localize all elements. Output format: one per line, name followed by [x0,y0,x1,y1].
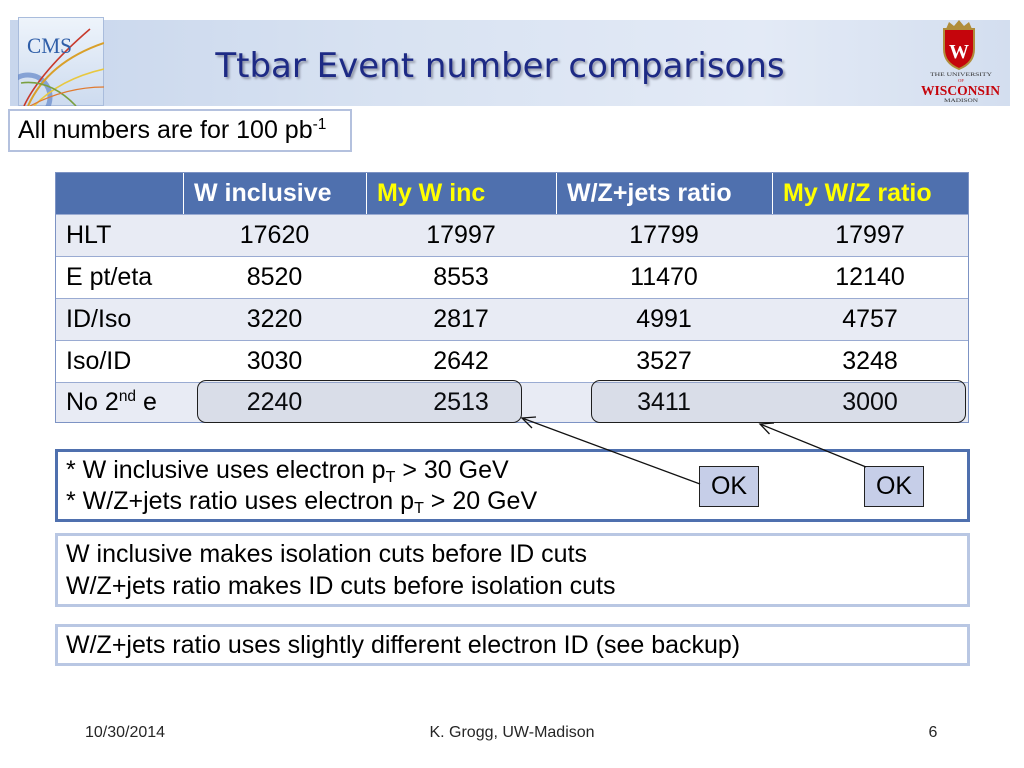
subscript: T [414,500,424,518]
uw-logo-line1: THE UNIVERSITY [930,72,992,78]
slide-title: Ttbar Event number comparisons [215,46,785,86]
cut-order-line-1: W inclusive makes isolation cuts before … [66,540,588,568]
electron-id-box: W/Z+jets ratio uses slightly different e… [55,624,970,666]
column-header-wz-jets-ratio: W/Z+jets ratio [556,173,772,214]
row-label-text: No 2 [66,388,119,416]
table-corner-cell [56,173,183,214]
table-cell: 17997 [835,221,905,249]
pt-cuts-box: * W inclusive uses electron pT > 30 GeV … [55,449,970,522]
table-cell: 3220 [246,305,303,333]
column-header-my-wz-ratio: My W/Z ratio [772,173,968,214]
table-header-row: W inclusive My W inc W/Z+jets ratio My W… [56,173,968,214]
table-row: ID/Iso 3220 2817 4991 4757 [56,298,968,340]
column-header-my-w-inc: My W inc [366,173,556,214]
uw-logo-line2: OF [958,78,964,83]
table-cell: 4991 [636,305,692,333]
table-cell: 12140 [835,263,905,291]
header-band [10,20,1010,106]
crest-letter: W [949,41,969,63]
table-cell: 3000 [842,388,898,416]
crown-icon [946,20,972,29]
table-cell: 8553 [433,263,489,291]
line-text: * W/Z+jets ratio uses electron p [66,487,415,515]
electron-id-text: W/Z+jets ratio uses slightly different e… [66,631,741,659]
table-cell: 2817 [433,305,489,333]
line-text: * W inclusive uses electron p [66,456,386,484]
crest-shield-icon [943,28,975,71]
table-row: HLT 17620 17997 17799 17997 [56,214,968,256]
row-label: No 2nd e [56,383,183,422]
row-label-tail: e [136,388,157,416]
table-row: E pt/eta 8520 8553 11470 12140 [56,256,968,298]
pt-cut-line-1: * W inclusive uses electron pT > 30 GeV [66,455,967,486]
row-label: Iso/ID [66,347,132,375]
footer-page-number: 6 [928,724,938,741]
column-header-w-inclusive: W inclusive [183,173,366,214]
note-superscript: -1 [312,116,327,134]
table-cell: 11470 [630,263,698,291]
footer-date: 10/30/2014 [85,724,166,741]
table-cell: 17620 [239,221,310,249]
table-cell: 3248 [842,347,898,375]
row-label: E pt/eta [66,263,153,291]
table-cell: 17799 [629,221,699,249]
row-label: HLT [66,221,112,249]
uw-madison-logo: W THE UNIVERSITY OF WISCONSIN MADISON [921,20,1000,104]
row-label: ID/Iso [66,305,132,333]
uw-logo-line3: WISCONSIN [921,84,1000,99]
table-cell: 3411 [637,388,691,416]
table-cell: 17997 [426,221,496,249]
table-cell: 4757 [842,305,898,333]
table-cell: 3527 [636,347,692,375]
cms-logo: CMS [18,17,104,106]
row-label-superscript: nd [118,388,137,406]
footer-author: K. Grogg, UW-Madison [429,724,595,741]
cut-order-line-2: W/Z+jets ratio makes ID cuts before isol… [66,572,616,600]
uw-logo-line4: MADISON [944,99,979,104]
subscript: T [385,469,396,487]
ok-label-2: OK [864,466,924,507]
ok-label-1: OK [699,466,759,507]
table-cell: 3030 [246,347,303,375]
cut-order-box: W inclusive makes isolation cuts before … [55,533,970,607]
table-cell: 8520 [246,263,303,291]
cms-logo-text: CMS [27,33,72,58]
table-row: Iso/ID 3030 2642 3527 3248 [56,340,968,382]
table-row: No 2nd e 2240 2513 3411 3000 [56,382,968,422]
event-count-table: W inclusive My W inc W/Z+jets ratio My W… [55,172,969,423]
table-cell: 2513 [433,388,489,416]
table-cell: 2240 [246,388,303,416]
luminosity-note: All numbers are for 100 pb-1 [8,109,352,152]
table-cell: 2642 [433,347,489,375]
line-text: > 20 GeV [423,487,538,515]
line-text: > 30 GeV [395,456,509,484]
pt-cut-line-2: * W/Z+jets ratio uses electron pT > 20 G… [66,486,967,517]
note-text: All numbers are for 100 pb [18,116,313,144]
